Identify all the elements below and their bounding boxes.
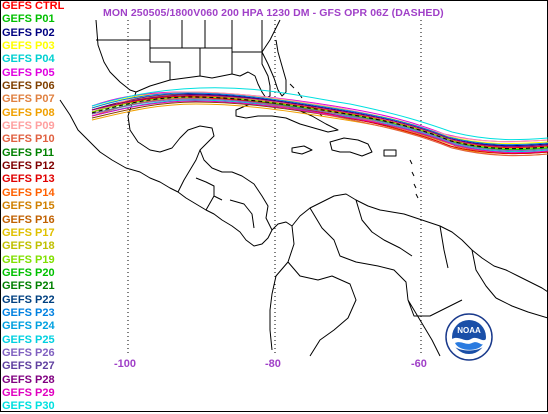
legend-item-gefs-p18: GEFS P18 [2,240,55,253]
coastlines [59,19,548,357]
legend: GEFS CTRL GEFS P01 GEFS P02 GEFS P03 GEFS P0… [2,0,92,414]
contour-gefs-p23 [91,92,548,146]
coast-central-america [177,149,293,247]
lon-label-80: -80 [265,358,281,370]
contour-gefs-p30 [91,87,548,141]
longitude-gridlines [127,20,422,356]
legend-item-gefs-p27: GEFS P27 [2,360,55,373]
contour-gefs-p04 [91,99,548,153]
legend-item-gefs-p26: GEFS P26 [2,346,55,359]
contour-gefs-p29 [91,100,548,154]
legend-item-gefs-p14: GEFS P14 [2,186,55,199]
legend-item-gefs-p02: GEFS P02 [2,26,55,39]
contour-gefs-p09 [91,91,548,143]
legend-item-gefs-p06: GEFS P06 [2,80,55,93]
legend-item-gefs-p10: GEFS P10 [2,133,55,146]
coast-jamaica [291,145,313,155]
legend-item-gefs-p20: GEFS P20 [2,266,55,279]
legend-item-gefs-p19: GEFS P19 [2,253,55,266]
contour-gefs-p08 [91,103,548,157]
coast-bahamas [289,83,323,117]
legend-item-gefs-p04: GEFS P04 [2,53,55,66]
legend-item-gefs-p22: GEFS P22 [2,293,55,306]
coast-hispaniola [329,137,373,157]
coast-puerto-rico [383,149,397,157]
legend-item-gefs-p12: GEFS P12 [2,160,55,173]
legend-item-gefs-p23: GEFS P23 [2,306,55,319]
legend-item-gefs-p11: GEFS P11 [2,146,54,159]
contour-gefs-p28 [91,94,548,148]
coast-south-america [291,193,548,293]
legend-item-gefs-p17: GEFS P17 [2,226,55,239]
lon-label-60: -60 [411,358,427,370]
legend-item-gefs-p01: GEFS P01 [2,13,55,26]
legend-item-gefs-p13: GEFS P13 [2,173,55,186]
legend-item-gefs-p28: GEFS P28 [2,373,55,386]
coast-florida [261,39,287,97]
contour-gefs-p10 [91,97,548,157]
coast-lesser-antilles [409,159,419,199]
contour-gefs-p07 [91,94,548,155]
us-state-lines [96,20,263,80]
map-title: MON 250505/1800V060 200 HPA 1230 DM - GF… [103,7,444,19]
legend-item-gefs-p05: GEFS P05 [2,66,55,79]
ensemble-contours [91,87,548,157]
svg-text:NOAA: NOAA [457,326,481,335]
contour-gefs-p02 [91,93,548,147]
noaa-logo: NOAA [445,313,493,361]
legend-item-gefs-p21: GEFS P21 [2,280,55,293]
coast-mexico [59,91,215,193]
legend-item-gefs-p15: GEFS P15 [2,200,55,213]
south-america-borders [269,199,548,357]
legend-item-gefs-p16: GEFS P16 [2,213,55,226]
legend-item-gefs-p29: GEFS P29 [2,386,55,399]
legend-item-gefs-p07: GEFS P07 [2,93,55,106]
contour-gfs-opr-dashed [91,96,548,150]
legend-item-gefs-ctrl: GEFS CTRL [2,0,65,12]
legend-item-gefs-p30: GEFS P30 [2,400,55,413]
legend-item-gefs-p03: GEFS P03 [2,40,55,53]
lon-label-100: -100 [114,358,137,370]
legend-item-gefs-p25: GEFS P25 [2,333,55,346]
legend-item-gefs-p08: GEFS P08 [2,106,55,119]
coast-us-gulf [95,19,281,99]
legend-item-gefs-p24: GEFS P24 [2,320,55,333]
contour-gefs-p26 [91,98,548,152]
legend-item-gefs-p09: GEFS P09 [2,120,55,133]
